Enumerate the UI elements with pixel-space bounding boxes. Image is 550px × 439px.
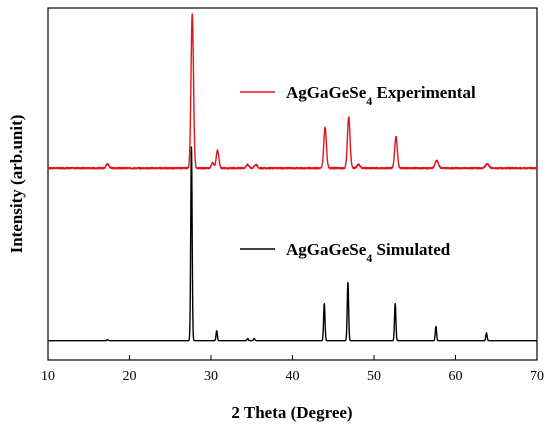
x-axis-ticks: 10 20 30 40 50 60 70: [41, 355, 544, 384]
legend-label-simulated-subscript: 4: [366, 251, 372, 265]
y-axis-title: Intensity (arb.unit): [7, 115, 26, 254]
x-tick-label-10: 10: [41, 369, 55, 384]
x-tick-label-70: 70: [530, 369, 544, 384]
x-tick-label-30: 30: [204, 369, 218, 384]
x-tick-label-20: 20: [123, 369, 137, 384]
legend-label-simulated-suffix: Simulated: [372, 240, 450, 259]
legend-label-simulated-base: AgGaGeSe: [286, 240, 367, 259]
x-axis-title: 2 Theta (Degree): [231, 403, 352, 422]
series-layer: [47, 13, 538, 342]
plot-frame: [47, 7, 538, 361]
x-tick-label-40: 40: [286, 369, 300, 384]
x-tick-label-50: 50: [367, 369, 381, 384]
series-line-experimental: [47, 13, 538, 170]
legend-label-experimental-subscript: 4: [366, 94, 372, 108]
legend-label-simulated: AgGaGeSe4 Simulated: [286, 240, 451, 265]
legend-label-experimental-base: AgGaGeSe: [286, 83, 367, 102]
series-line-simulated: [47, 146, 538, 342]
legend-label-experimental: AgGaGeSe4 Experimental: [286, 83, 476, 108]
legend-label-experimental-suffix: Experimental: [372, 83, 476, 102]
x-tick-label-60: 60: [449, 369, 463, 384]
